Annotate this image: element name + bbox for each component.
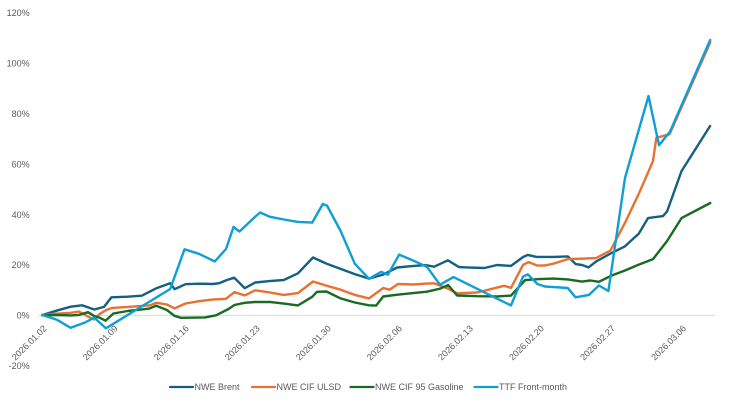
svg-text:120%: 120% [7,8,30,18]
svg-text:NWE CIF 95 Gasoline: NWE CIF 95 Gasoline [375,382,464,392]
svg-text:60%: 60% [12,159,30,169]
svg-text:100%: 100% [7,59,30,69]
svg-text:0%: 0% [17,311,30,321]
svg-text:NWE Brent: NWE Brent [195,382,241,392]
svg-text:-20%: -20% [9,361,30,371]
svg-text:NWE CIF ULSD: NWE CIF ULSD [277,382,342,392]
svg-text:20%: 20% [12,260,30,270]
svg-text:TTF Front-month: TTF Front-month [499,382,567,392]
svg-text:40%: 40% [12,210,30,220]
svg-text:80%: 80% [12,109,30,119]
